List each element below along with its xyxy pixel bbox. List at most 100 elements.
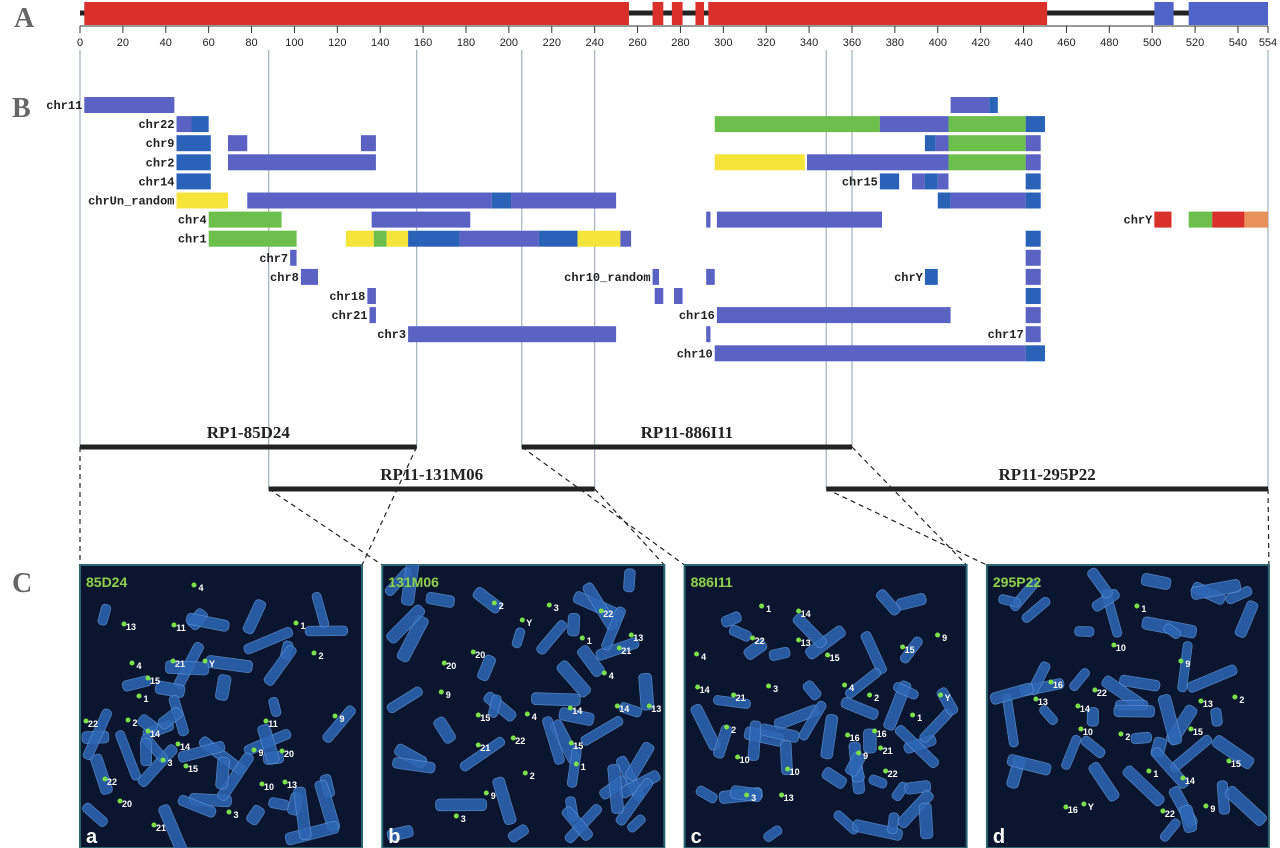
tick-label: 420 [971, 37, 989, 49]
chromosome-number: 14 [801, 609, 811, 619]
signal [883, 768, 889, 774]
chromosome-number: 1 [143, 694, 148, 704]
signal [856, 750, 862, 756]
signal [475, 742, 481, 748]
chromosome [243, 626, 294, 655]
chromosome [627, 814, 646, 833]
chromosome-number: 13 [633, 633, 643, 643]
chromosome [177, 741, 226, 763]
tick-label: 160 [414, 37, 432, 49]
signal [735, 754, 741, 760]
signal [1033, 696, 1039, 702]
image-letter: d [993, 826, 1005, 848]
alignment [1188, 211, 1213, 228]
chromosome-number: Y [209, 659, 215, 669]
chromosome [1080, 735, 1106, 759]
chromosome-number: 1 [766, 604, 771, 614]
clone-name: RP11-886I11 [641, 423, 734, 442]
signal [175, 741, 181, 747]
chromosome [140, 738, 153, 767]
chromosome-number: 13 [1038, 697, 1048, 707]
chromosome-number: Y [945, 693, 951, 703]
chromosome-number: 9 [942, 633, 947, 643]
signal [842, 682, 848, 688]
signal [183, 763, 189, 769]
signal [151, 822, 157, 828]
tick-label: 220 [543, 37, 561, 49]
chromosome-label: chr17 [988, 328, 1024, 342]
chromosome [507, 824, 529, 843]
chromosome [558, 707, 595, 726]
alignment [706, 326, 711, 343]
chromosome-number: 14 [700, 685, 710, 695]
chromosome-number: 20 [122, 799, 132, 809]
chromosome [615, 777, 654, 826]
tick-label: 554 [1259, 37, 1277, 49]
chromosome [1074, 626, 1095, 637]
chromosome-number: 1 [587, 636, 592, 646]
chromosome-label: chr7 [259, 252, 288, 266]
alignment [1025, 326, 1041, 343]
tick-label: 260 [628, 37, 646, 49]
alignment [176, 116, 192, 133]
chromosome-number: 9 [339, 714, 344, 724]
chromosome [1159, 818, 1181, 842]
chromosome [845, 667, 882, 699]
chromosome-label: chr2 [146, 156, 175, 170]
chromosome [1088, 762, 1120, 802]
chromosome-number: 2 [318, 651, 323, 661]
chromosome [115, 730, 141, 781]
alignment [491, 192, 512, 209]
signal [102, 776, 108, 782]
chromosome [1021, 596, 1051, 623]
alignment [924, 173, 938, 190]
chromosome [1224, 785, 1267, 827]
alignment [714, 154, 805, 171]
alignment [176, 154, 211, 171]
chromosome [768, 646, 791, 661]
chromosome-number: 2 [132, 718, 137, 728]
dashed-link [521, 446, 685, 566]
chromosome [459, 736, 506, 772]
alignment [300, 268, 319, 285]
signal [872, 728, 878, 734]
tick-label: 360 [843, 37, 861, 49]
chromosome [1122, 765, 1165, 807]
chromosome-number: 22 [1165, 809, 1175, 819]
signal [573, 761, 579, 767]
chromosome-number: 21 [175, 659, 185, 669]
signal [475, 712, 481, 718]
panel-letter: C [12, 568, 32, 599]
chromosome-number: 2 [530, 771, 535, 781]
chromosome-number: 21 [480, 743, 490, 753]
chromosome-number: 1 [581, 762, 586, 772]
alignment [714, 345, 1026, 362]
signal [1160, 808, 1166, 814]
signal [694, 651, 700, 657]
alignment [806, 154, 949, 171]
signal [171, 622, 177, 628]
image-title: 886I11 [691, 574, 733, 590]
chromosome-number: 16 [1053, 680, 1063, 690]
chromosome [1086, 707, 1099, 727]
signal [867, 692, 873, 698]
signal [1111, 642, 1117, 648]
signal [491, 600, 497, 606]
chromosome-number: 1 [1141, 604, 1146, 614]
chromosome-label: chr22 [138, 118, 174, 132]
chromosome [1150, 747, 1190, 789]
tick-label: 120 [328, 37, 346, 49]
signal [1048, 679, 1054, 685]
alignment [408, 230, 460, 247]
tick-label: 280 [671, 37, 689, 49]
chromosome [821, 767, 847, 789]
signal [601, 670, 607, 676]
chromosome-number: 13 [651, 704, 661, 714]
signal [145, 728, 151, 734]
alignment [1025, 249, 1041, 266]
signal [293, 620, 299, 626]
signal [796, 637, 802, 643]
chromosome [1190, 579, 1242, 600]
signal [779, 792, 785, 798]
